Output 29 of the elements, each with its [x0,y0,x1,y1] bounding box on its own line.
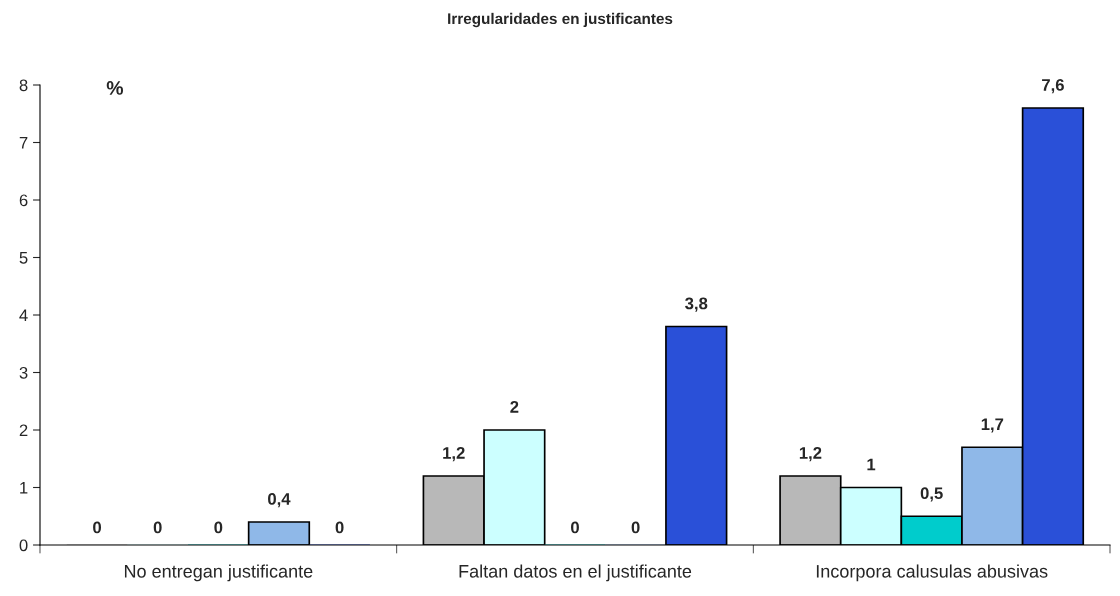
y-tick-label: 5 [19,252,28,264]
data-label: 0 [335,521,344,534]
data-label: 1,7 [981,418,1004,433]
data-label: 0 [93,521,102,534]
data-label: 0 [214,521,223,534]
data-label: 0 [571,521,579,534]
y-tick-label: 4 [19,309,28,322]
y-tick-label: 3 [19,366,28,379]
x-tick-label: Faltan datos en el justificante [459,564,692,582]
chart-title: Irregularidades en justificantes [448,12,673,28]
data-label: 0 [631,521,640,534]
data-label: 3,8 [685,297,708,312]
data-label: 0 [153,521,162,534]
y-tick-label: 0 [19,539,28,552]
y-tick-label: 8 [19,79,28,92]
x-tick-label: Incorpora calusulas abusivas [816,564,1048,582]
data-label: 1 [867,458,876,471]
y-tick-label: 7 [19,137,28,149]
data-label: 1,2 [443,447,465,462]
y-tick-label: 1 [20,482,28,494]
data-label: 0,4 [268,493,291,508]
data-label: 1,2 [799,447,822,462]
y-tick-label: 2 [19,424,28,437]
data-label: 2 [510,401,519,413]
data-label: 7,6 [1042,79,1064,94]
data-label: 0,5 [920,487,943,502]
annotation: % [106,81,124,95]
x-tick-label: No entregan justificante [124,564,313,582]
y-tick-label: 6 [19,194,28,207]
